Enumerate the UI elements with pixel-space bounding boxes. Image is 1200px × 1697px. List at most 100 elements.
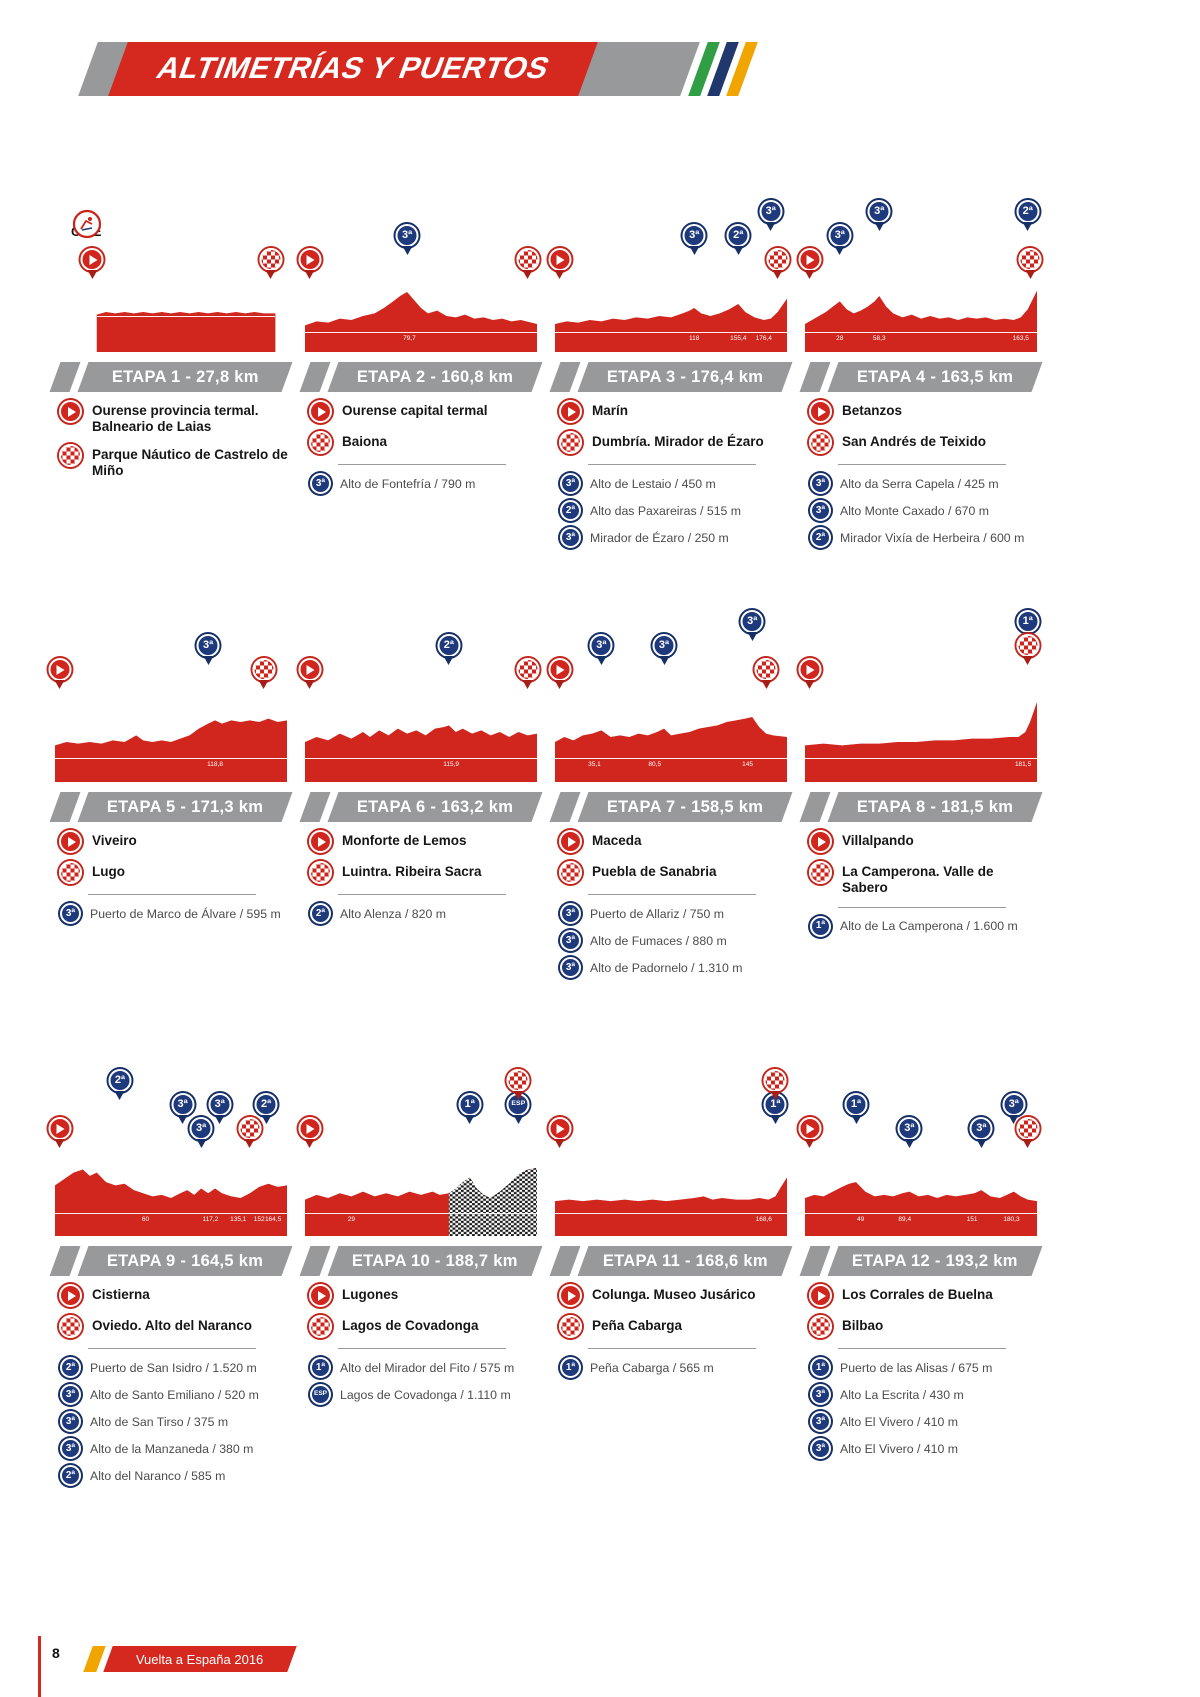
marker-pin-tail <box>1022 656 1033 670</box>
start-location-row: Ourense provincia termal. Balneario de L… <box>59 400 293 436</box>
km-label: 115,9 <box>443 760 460 768</box>
finish-icon <box>766 248 790 271</box>
start-icon <box>298 658 322 681</box>
profile-axis-line <box>805 332 1037 334</box>
divider <box>838 906 1006 908</box>
start-marker <box>80 248 104 284</box>
start-location-row: Ourense capital termal <box>309 400 543 423</box>
marker-pin-tail <box>196 1139 207 1153</box>
profile-chart <box>555 1177 787 1236</box>
category-icon: 3ª <box>560 527 581 548</box>
km-label: 180,3 <box>1003 1215 1020 1223</box>
stage-banner: ETAPA 6 - 163,2 km <box>327 792 543 822</box>
climb-name: Alto El Vivero / 410 m <box>840 1441 959 1456</box>
climb-name: Alto de Santo Emiliano / 520 m <box>90 1387 259 1402</box>
km-label: 79,7 <box>403 335 416 343</box>
profile-axis-line <box>555 757 787 759</box>
start-icon <box>798 658 822 681</box>
finish-location-name: Luintra. Ribeira Sacra <box>342 864 482 879</box>
stage-banner: ETAPA 5 - 171,3 km <box>77 792 293 822</box>
marker-pin-tail <box>443 656 454 670</box>
start-location-name: Betanzos <box>842 403 903 418</box>
marker-pin-tail <box>904 1139 915 1153</box>
climb-item: 3ª Alto de Padornelo / 1.310 m <box>560 957 793 978</box>
climb-name: Alto de La Camperona / 1.600 m <box>840 919 1018 934</box>
profile-axis-line <box>555 332 787 334</box>
marker-pin-tail <box>304 1139 315 1153</box>
profile-chart <box>805 1182 1037 1236</box>
climb-category-marker: 3ª <box>196 634 220 670</box>
finish-location-name: Dumbría. Mirador de Ézaro <box>592 434 764 449</box>
marker-pin-tail <box>804 1139 815 1153</box>
footer-red-bar <box>38 1636 41 1697</box>
finish-marker <box>516 248 540 284</box>
stage-banner: ETAPA 2 - 160,8 km <box>327 362 543 392</box>
start-icon <box>59 400 82 423</box>
finish-marker <box>1016 634 1040 670</box>
stage-profile: 118,8 3ª <box>48 610 287 782</box>
climb-name: Puerto de las Alisas / 675 m <box>840 1360 993 1375</box>
climb-category-marker: 3ª <box>171 1093 195 1129</box>
category-icon: 1ª <box>310 1357 331 1378</box>
finish-icon <box>309 1315 332 1338</box>
stage-card: 168,6 1ª ETAPA 11 - 168,6 km Colunga. Mus… <box>548 1069 793 1492</box>
climb-item: 3ª Alto de Santo Emiliano / 520 m <box>60 1384 293 1405</box>
climb-item: 3ª Alto El Vivero / 410 m <box>810 1411 1043 1432</box>
climbs-list: 1ª Peña Cabarga / 565 m <box>555 1357 793 1378</box>
category-icon: 2ª <box>108 1069 132 1092</box>
start-marker <box>298 1117 322 1153</box>
finish-icon <box>809 1315 832 1338</box>
finish-location-name: La Camperona. Valle de Sabero <box>842 864 994 896</box>
climb-category-marker: 3ª <box>208 1093 232 1129</box>
km-label: 80,5 <box>648 760 662 768</box>
climbs-list: 1ª Alto del Mirador del Fito / 575 m ESP La… <box>305 1357 543 1405</box>
profile-chart <box>305 1167 537 1236</box>
divider <box>838 464 1006 465</box>
start-icon <box>48 658 72 681</box>
profile-axis-line <box>305 1212 537 1214</box>
marker-pin-tail <box>1008 1115 1019 1129</box>
climb-category-marker: 3ª <box>897 1117 921 1153</box>
profile-chart <box>305 292 537 352</box>
stage-banner-label: ETAPA 6 - 163,2 km <box>356 797 514 816</box>
finish-location-row: Lagos de Covadonga <box>309 1315 543 1338</box>
climbs-list: 3ª Alto de Fontefría / 790 m <box>305 473 543 494</box>
climb-name: Peña Cabarga / 565 m <box>590 1360 714 1375</box>
stage-banner-row: ETAPA 12 - 193,2 km <box>799 1246 1043 1276</box>
stage-profile: CRE <box>55 209 287 352</box>
category-icon: 3ª <box>60 903 81 924</box>
category-icon: 2ª <box>60 1357 81 1378</box>
climb-name: Alto da Serra Capela / 425 m <box>840 476 999 491</box>
marker-pin-tail <box>513 1091 524 1105</box>
finish-marker <box>1016 1117 1040 1153</box>
profile-chart <box>805 290 1037 352</box>
climb-item: 3ª Alto Monte Caxado / 670 m <box>810 500 1043 521</box>
marker-pin-tail <box>554 680 565 694</box>
km-label: 28 <box>836 335 844 343</box>
stage-card: 49 89,4 151 180,3 1ª 3ª 3ª 3ª ETAPA 12 - 193,2 … <box>798 1078 1043 1492</box>
stage-banner-row: ETAPA 11 - 168,6 km <box>549 1246 793 1276</box>
stage-banner: ETAPA 8 - 181,5 km <box>827 792 1043 822</box>
start-marker <box>798 248 822 284</box>
divider <box>338 1348 506 1349</box>
start-icon <box>798 1117 822 1140</box>
stage-banner-label: ETAPA 2 - 160,8 km <box>356 367 514 386</box>
category-icon: 3ª <box>682 224 706 247</box>
start-icon <box>309 1284 332 1307</box>
climb-name: Puerto de Allariz / 750 m <box>590 906 724 921</box>
finish-location-row: Baiona <box>309 431 543 454</box>
finish-icon <box>1018 248 1042 271</box>
profile-chart <box>555 298 787 352</box>
category-icon: 2ª <box>437 634 461 657</box>
finish-location-name: Puebla de Sanabria <box>592 864 717 879</box>
marker-pin-tail <box>1022 1139 1033 1153</box>
category-icon: 3ª <box>810 1384 831 1405</box>
climbs-list: 2ª Alto Alenza / 820 m <box>305 903 543 924</box>
profile-chart <box>55 718 287 782</box>
marker-pin-tail <box>765 222 776 236</box>
marker-pin-tail <box>244 1139 255 1153</box>
category-icon: 1ª <box>458 1093 482 1116</box>
climb-item: ESP Lagos de Covadonga / 1.110 m <box>310 1384 543 1405</box>
climb-name: Alto de Fontefría / 790 m <box>340 476 476 491</box>
category-icon: 3ª <box>810 1411 831 1432</box>
